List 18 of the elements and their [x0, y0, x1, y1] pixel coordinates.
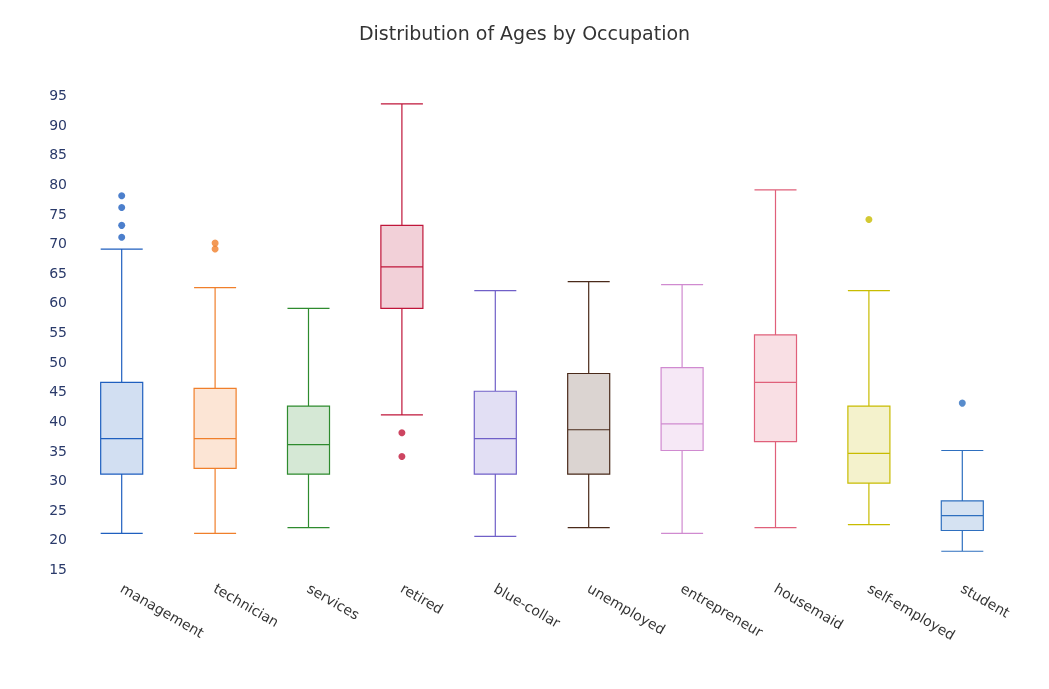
y-tick-label: 90 [49, 116, 67, 133]
y-tick-label: 35 [49, 442, 67, 459]
y-tick-label: 75 [49, 205, 67, 222]
y-tick-label: 25 [49, 501, 67, 518]
y-tick-label: 40 [49, 412, 67, 429]
y-tick-label: 45 [49, 383, 67, 400]
y-tick-label: 30 [49, 472, 67, 489]
y-tick-label: 60 [49, 294, 67, 311]
y-tick-label: 55 [49, 324, 67, 340]
y-tick-label: 15 [49, 561, 67, 577]
y-tick-label: 85 [49, 146, 67, 163]
y-tick-label: 80 [49, 175, 67, 192]
y-tick-label: 20 [49, 531, 67, 548]
y-tick-label: 95 [49, 87, 67, 103]
y-tick-label: 65 [49, 264, 67, 281]
chart-title: Distribution of Ages by Occupation [358, 21, 691, 44]
y-tick-label: 70 [49, 235, 67, 252]
y-tick-label: 50 [49, 353, 67, 370]
